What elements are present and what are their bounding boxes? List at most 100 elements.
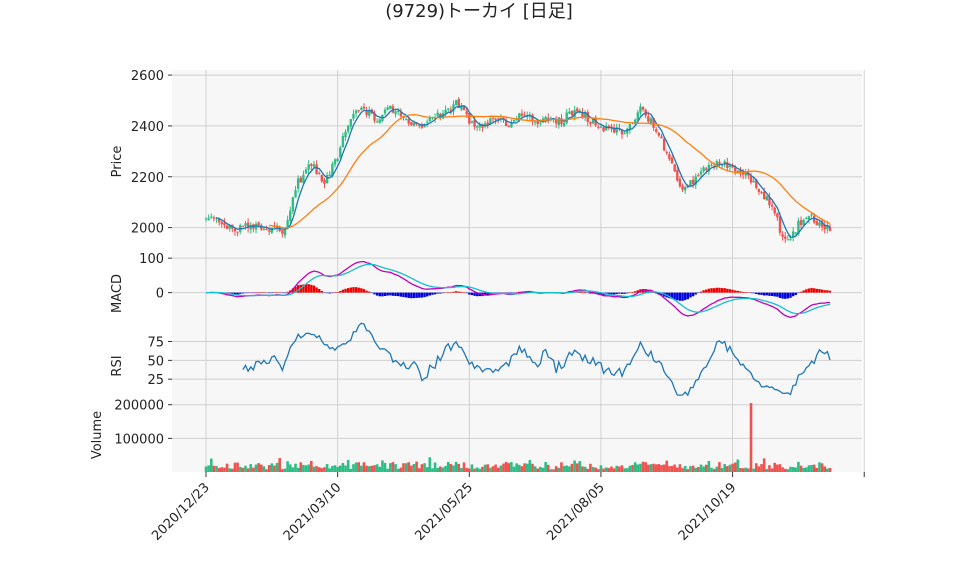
- ma-long-line: [269, 114, 831, 229]
- volume-bar: [236, 462, 239, 472]
- candle-body: [820, 220, 824, 227]
- candle-body: [210, 216, 213, 218]
- volume-bar: [231, 468, 234, 472]
- macd-hist-bar: [397, 292, 400, 297]
- candle-body: [475, 126, 479, 128]
- volume-bar: [665, 460, 669, 472]
- volume-bar: [249, 464, 253, 472]
- candle-body: [805, 217, 808, 219]
- candle-body: [786, 239, 790, 241]
- volume-bar: [381, 460, 384, 472]
- macd-hist-bar: [586, 292, 589, 294]
- candle-body: [449, 109, 453, 113]
- volume-bar: [275, 462, 279, 472]
- volume-bar: [394, 464, 397, 472]
- volume-bar: [791, 466, 795, 472]
- candle-body: [249, 225, 252, 230]
- panel-price: [172, 70, 862, 253]
- volume-bar: [475, 467, 479, 472]
- candle-body: [241, 225, 245, 227]
- macd-hist-bar: [304, 284, 308, 293]
- candle-body: [383, 109, 387, 114]
- macd-hist-bar: [433, 292, 437, 295]
- volume-bar: [436, 467, 439, 472]
- macd-hist-bar: [325, 292, 329, 294]
- volume-bar: [799, 465, 803, 472]
- candle-body: [407, 119, 410, 124]
- volume-bar: [544, 462, 547, 472]
- ytick-label-price: 2600: [131, 69, 164, 84]
- volume-bar: [267, 465, 271, 472]
- volume-bar: [281, 469, 284, 472]
- macd-hist-bar: [368, 291, 371, 293]
- candle-body: [641, 106, 645, 110]
- candle-body: [749, 176, 753, 183]
- volume-bar: [344, 465, 347, 472]
- volume-bar: [712, 469, 716, 472]
- volume-bar: [652, 463, 655, 472]
- ytick-label-macd: 0: [156, 287, 164, 302]
- volume-bar: [805, 467, 808, 472]
- macd-hist-bar: [618, 292, 621, 294]
- volume-bar: [333, 465, 337, 472]
- candle-body: [389, 105, 392, 109]
- candle-body: [457, 99, 460, 108]
- ytick-label-volume: 200000: [114, 399, 164, 414]
- candle-body: [341, 135, 345, 148]
- candle-body: [710, 164, 713, 166]
- volume-bar: [531, 463, 534, 472]
- macd-hist-bar: [452, 291, 455, 293]
- volume-bar: [765, 469, 769, 472]
- macd-hist-bar: [231, 292, 234, 295]
- macd-hist-bar: [631, 291, 634, 293]
- xtick-label: 2020/12/23: [149, 480, 213, 544]
- volume-bar: [412, 463, 416, 472]
- volume-bar: [607, 468, 611, 472]
- candle-body: [325, 174, 329, 184]
- macd-hist-bar: [249, 292, 252, 294]
- candle-body: [262, 228, 266, 230]
- candle-body: [583, 112, 587, 118]
- volume-bar: [454, 461, 458, 472]
- candle-body: [683, 187, 687, 191]
- candle-body: [397, 110, 400, 113]
- volume-bar: [575, 463, 579, 472]
- volume-bar: [391, 462, 395, 472]
- candle-body: [491, 117, 495, 119]
- candle-body: [460, 105, 463, 110]
- volume-bar: [496, 467, 500, 472]
- macd-hist-bar: [470, 292, 474, 296]
- macd-hist-bar: [589, 292, 592, 294]
- macd-hist-bar: [333, 292, 337, 293]
- volume-bar: [797, 461, 800, 472]
- volume-bar: [283, 468, 287, 472]
- xtick-label: 2021/05/25: [413, 480, 477, 544]
- macd-hist-bar: [707, 288, 711, 293]
- volume-bar: [660, 465, 663, 472]
- macd-hist-bar: [439, 292, 442, 294]
- volume-bar: [328, 468, 332, 472]
- volume-bar: [483, 464, 487, 472]
- macd-hist-bar: [705, 289, 708, 293]
- volume-bar: [802, 467, 805, 472]
- candle-body: [223, 222, 226, 226]
- macd-hist-bar: [257, 292, 260, 293]
- volume-bar: [341, 462, 345, 472]
- volume-bar: [262, 466, 266, 472]
- candle-body: [410, 122, 413, 126]
- volume-bar: [549, 469, 553, 472]
- volume-bar: [720, 468, 724, 472]
- volume-bar: [407, 462, 411, 472]
- volume-bar: [810, 464, 813, 472]
- candle-body: [760, 191, 763, 193]
- candle-body: [233, 228, 237, 232]
- ytick-label-macd: 100: [139, 252, 164, 267]
- candle-body: [607, 126, 611, 128]
- macd-hist-bar: [749, 292, 753, 294]
- candle-body: [323, 179, 326, 184]
- candle-body: [665, 151, 668, 153]
- ytick-label-volume: 100000: [114, 432, 164, 447]
- macd-hist-bar: [797, 292, 800, 294]
- candle-body: [346, 125, 350, 132]
- macd-hist-bar: [475, 292, 479, 297]
